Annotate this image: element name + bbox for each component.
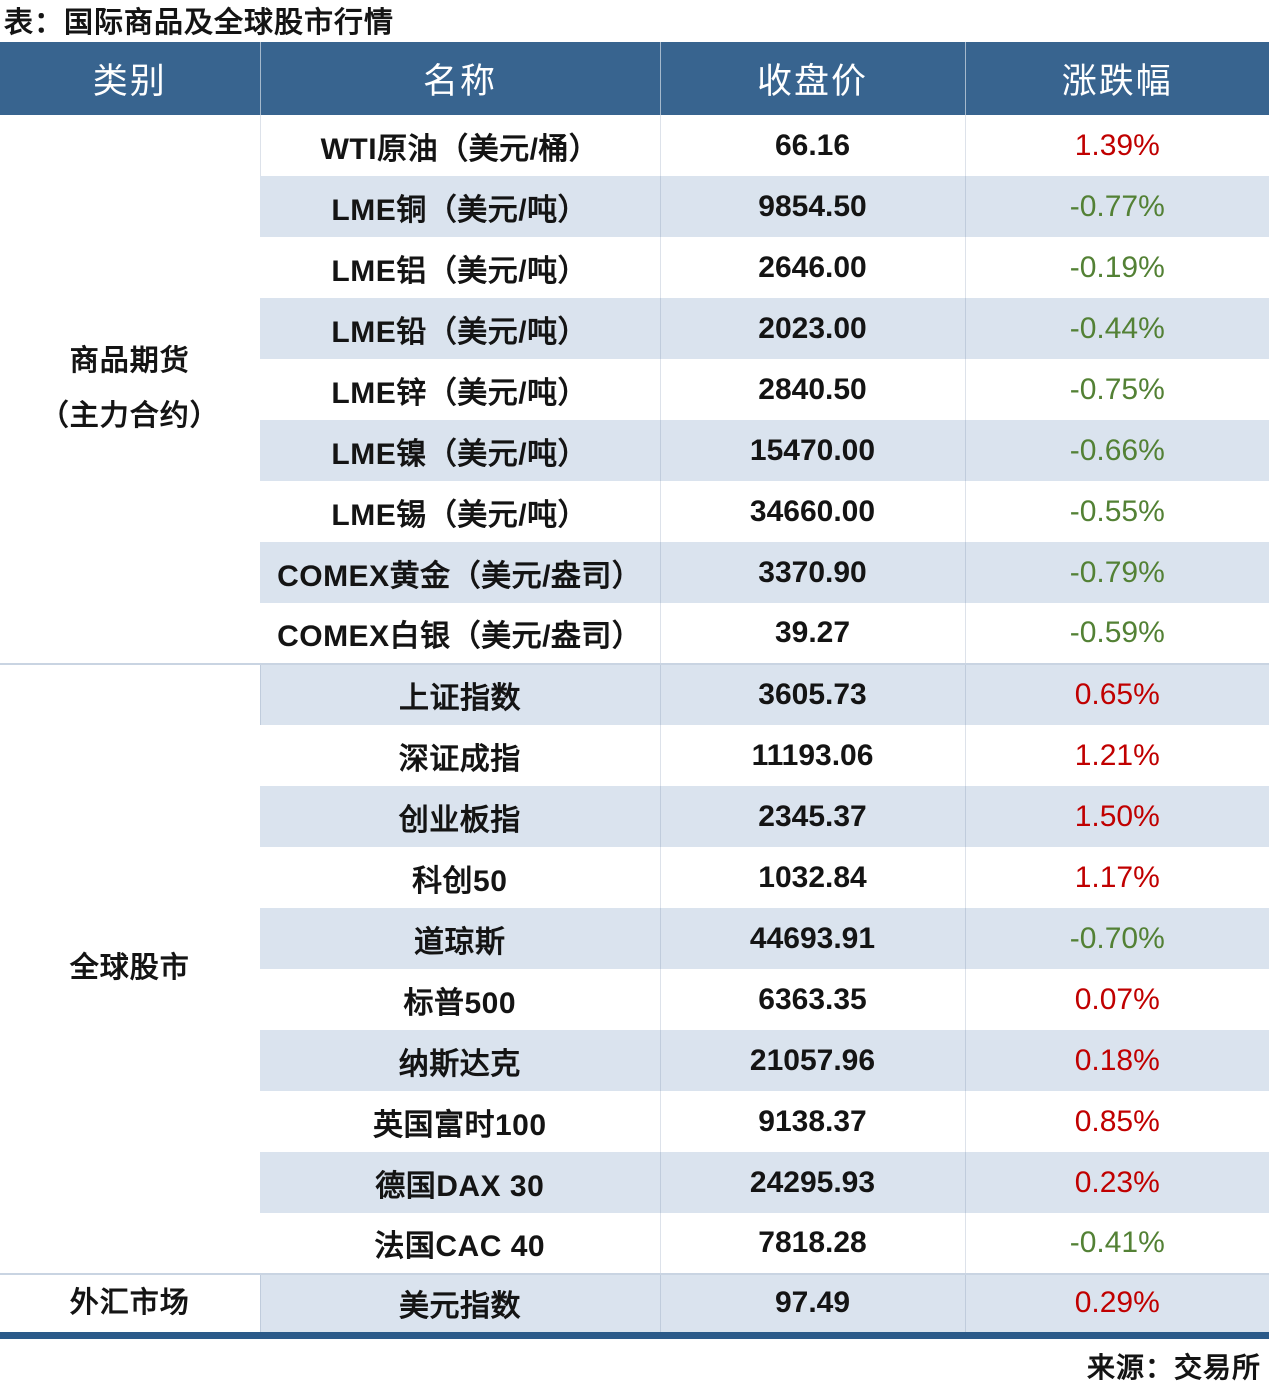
close-price: 7818.28: [659, 1213, 965, 1274]
instrument-name: 法国CAC 40: [374, 1230, 546, 1263]
change-percent: -0.75%: [964, 359, 1269, 420]
header-row: 类别 名称 收盘价 涨跌幅: [0, 42, 1269, 115]
column-header-category: 类别: [0, 42, 260, 115]
change-percent: -0.55%: [964, 481, 1269, 542]
table-row: LME锡（美元/吨） 34660.00 -0.55%: [0, 481, 1269, 542]
change-percent: -0.70%: [964, 908, 1269, 969]
table-row: 科创50 1032.84 1.17%: [0, 847, 1269, 908]
instrument-name: 深证成指: [398, 742, 521, 776]
instrument-name: 科创50: [412, 864, 508, 898]
category-label-line: 全球股市: [69, 952, 190, 985]
table-row: 纳斯达克 21057.96 0.18%: [0, 1030, 1269, 1091]
close-price: 1032.84: [659, 847, 965, 908]
change-percent: 1.21%: [964, 725, 1269, 786]
table-row: COMEX白银（美元/盎司） 39.27 -0.59%: [0, 603, 1269, 664]
table-row: 商品期货 （主力合约） WTI原油（美元/桶） 66.16 1.39%: [0, 115, 1269, 664]
change-percent: -0.66%: [964, 420, 1269, 481]
column-header-name: 名称: [259, 42, 660, 115]
close-price: 39.27: [659, 603, 965, 664]
close-price: 21057.96: [659, 1030, 965, 1091]
change-percent: -0.59%: [964, 603, 1269, 664]
table-row: COMEX黄金（美元/盎司） 3370.90 -0.79%: [0, 542, 1269, 603]
category-cell-global-stocks: 全球股市: [0, 663, 260, 1274]
table-row: LME铜（美元/吨） 9854.50 -0.77%: [0, 176, 1269, 237]
close-price: 2345.37: [659, 786, 965, 847]
close-price: 15470.00: [659, 420, 965, 481]
change-percent: -0.19%: [964, 237, 1269, 298]
change-percent: -0.77%: [964, 176, 1269, 237]
close-price: 2840.50: [659, 359, 965, 420]
table-row: LME铅（美元/吨） 2023.00 -0.44%: [0, 298, 1269, 359]
category-cell-commodity-futures: 商品期货 （主力合约）: [0, 115, 260, 664]
category-label-line: （主力合约）: [39, 400, 220, 432]
close-price: 11193.06: [659, 725, 965, 786]
instrument-name: 上证指数: [259, 663, 660, 725]
table-row: 创业板指 2345.37 1.50%: [0, 786, 1269, 847]
market-table: 类别 名称 收盘价 涨跌幅 商品期货 （主力合约） WTI原油（美元/桶） 66…: [0, 42, 1269, 1339]
table-row: 德国DAX 30 24295.93 0.23%: [0, 1152, 1269, 1213]
source-note: 来源：交易所: [1086, 1351, 1261, 1383]
change-percent: -0.79%: [964, 542, 1269, 603]
close-price: 97.49: [659, 1273, 965, 1335]
close-price: 6363.35: [659, 969, 965, 1030]
instrument-name: 道琼斯: [260, 908, 660, 969]
close-price: 9138.37: [659, 1091, 965, 1152]
category-label-line: 商品期货: [69, 344, 190, 377]
instrument-name: WTI原油（美元/桶）: [259, 115, 660, 176]
table-row: 英国富时100 9138.37 0.85%: [0, 1091, 1269, 1152]
instrument-name: LME镍（美元/吨）: [260, 420, 660, 481]
close-price: 44693.91: [659, 908, 965, 969]
table-row: LME镍（美元/吨） 15470.00 -0.66%: [0, 420, 1269, 481]
close-price: 3605.73: [659, 663, 965, 725]
table-row: LME锌（美元/吨） 2840.50 -0.75%: [0, 359, 1269, 420]
change-percent: 0.29%: [964, 1273, 1269, 1335]
table-row: LME铝（美元/吨） 2646.00 -0.19%: [0, 237, 1269, 298]
table-row: 法国CAC 40 7818.28 -0.41%: [0, 1213, 1269, 1274]
instrument-name: 德国DAX 30: [260, 1152, 660, 1213]
close-price: 2646.00: [659, 237, 965, 298]
table-row: 深证成指 11193.06 1.21%: [0, 725, 1269, 786]
category-cell-fx-market: 外汇市场: [0, 1273, 260, 1335]
close-price: 3370.90: [659, 542, 965, 603]
change-percent: 1.50%: [964, 786, 1269, 847]
instrument-name: 纳斯达克: [260, 1030, 660, 1091]
instrument-name: LME锡（美元/吨）: [331, 498, 589, 532]
instrument-name: LME锌（美元/吨）: [331, 376, 589, 410]
change-percent: 0.65%: [964, 663, 1269, 725]
close-price: 34660.00: [659, 481, 965, 542]
column-header-close: 收盘价: [659, 42, 965, 115]
change-percent: 1.39%: [964, 115, 1269, 176]
instrument-name: COMEX黄金（美元/盎司）: [260, 542, 660, 603]
close-price: 9854.50: [659, 176, 965, 237]
change-percent: 0.18%: [964, 1030, 1269, 1091]
instrument-name: COMEX白银（美元/盎司）: [277, 620, 643, 653]
instrument-name: 创业板指: [260, 786, 660, 847]
change-percent: -0.44%: [964, 298, 1269, 359]
close-price: 66.16: [659, 115, 965, 176]
change-percent: 0.07%: [964, 969, 1269, 1030]
close-price: 2023.00: [659, 298, 965, 359]
category-label-line: 外汇市场: [69, 1286, 190, 1319]
instrument-name: LME铜（美元/吨）: [260, 176, 660, 237]
page-title: 表：国际商品及全球股市行情: [4, 7, 395, 39]
table-row: 道琼斯 44693.91 -0.70%: [0, 908, 1269, 969]
table-row: 外汇市场 美元指数 97.49 0.29%: [0, 1273, 1269, 1335]
change-percent: 0.23%: [964, 1152, 1269, 1213]
change-percent: 1.17%: [964, 847, 1269, 908]
column-header-change: 涨跌幅: [964, 42, 1269, 115]
instrument-name: 美元指数: [259, 1273, 660, 1335]
instrument-name: 标普500: [403, 986, 517, 1020]
change-percent: 0.85%: [964, 1091, 1269, 1152]
close-price: 24295.93: [659, 1152, 965, 1213]
instrument-name: LME铝（美元/吨）: [331, 254, 589, 288]
change-percent: -0.41%: [964, 1213, 1269, 1274]
instrument-name: 英国富时100: [372, 1108, 547, 1142]
instrument-name: LME铅（美元/吨）: [260, 298, 660, 359]
table-row: 标普500 6363.35 0.07%: [0, 969, 1269, 1030]
table-row: 全球股市 上证指数 3605.73 0.65%: [0, 663, 1269, 1274]
